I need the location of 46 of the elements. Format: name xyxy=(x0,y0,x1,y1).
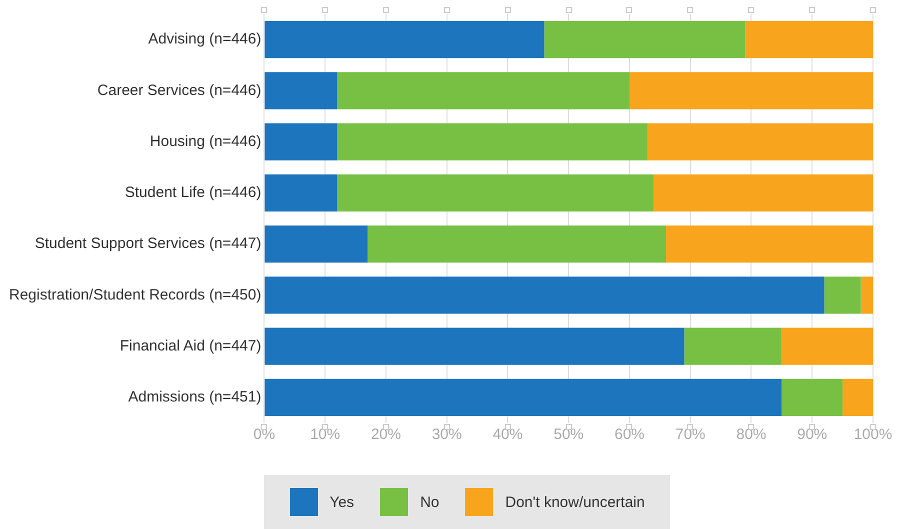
bar xyxy=(264,328,684,365)
bar xyxy=(368,226,666,263)
y-tick-label: Housing (n=446) xyxy=(150,132,262,150)
bar xyxy=(648,123,873,160)
x-tick-label: 40% xyxy=(492,426,523,444)
y-tick-label: Registration/Student Records (n=450) xyxy=(8,286,262,304)
bar xyxy=(337,72,630,110)
x-tick-label: 30% xyxy=(432,426,462,444)
bar xyxy=(666,226,873,263)
bar xyxy=(264,174,338,212)
bar xyxy=(264,276,824,314)
bar xyxy=(684,328,782,365)
bar xyxy=(629,72,873,110)
x-tick-label: 80% xyxy=(736,426,766,444)
bar xyxy=(264,21,544,58)
y-tick-label: Career Services (n=446) xyxy=(97,82,262,99)
x-tick-label: 20% xyxy=(370,426,401,444)
legend-label: Don't know/uncertain xyxy=(505,494,645,510)
x-tick-label: 70% xyxy=(675,426,706,444)
y-tick-label: Advising (n=446) xyxy=(148,30,262,48)
y-tick-label: Financial Aid (n=447) xyxy=(120,337,262,354)
x-tick-label: 100% xyxy=(854,426,892,444)
legend-label: No xyxy=(420,494,440,510)
x-tick-label: 50% xyxy=(554,426,584,444)
bar xyxy=(860,276,873,314)
bar xyxy=(824,276,861,314)
x-tick-label: 90% xyxy=(797,426,828,444)
x-tick-label: 0% xyxy=(253,426,276,444)
bar xyxy=(264,123,338,160)
y-tick-label: Student Support Services (n=447) xyxy=(34,235,262,252)
bar xyxy=(264,72,338,110)
bar xyxy=(782,378,843,416)
x-tick-label: 60% xyxy=(614,426,645,444)
bar xyxy=(745,21,873,58)
bar xyxy=(337,174,654,212)
bar xyxy=(264,378,782,416)
y-tick-label: Student Life (n=446) xyxy=(124,184,262,202)
bar xyxy=(544,21,746,58)
legend-label: Yes xyxy=(330,494,354,510)
bar xyxy=(782,328,873,365)
bar xyxy=(654,174,873,212)
bar xyxy=(842,378,873,416)
y-tick-label: Admissions (n=451) xyxy=(128,388,262,406)
x-tick-label: 10% xyxy=(310,426,340,444)
bar xyxy=(264,226,368,263)
bar xyxy=(337,123,648,160)
